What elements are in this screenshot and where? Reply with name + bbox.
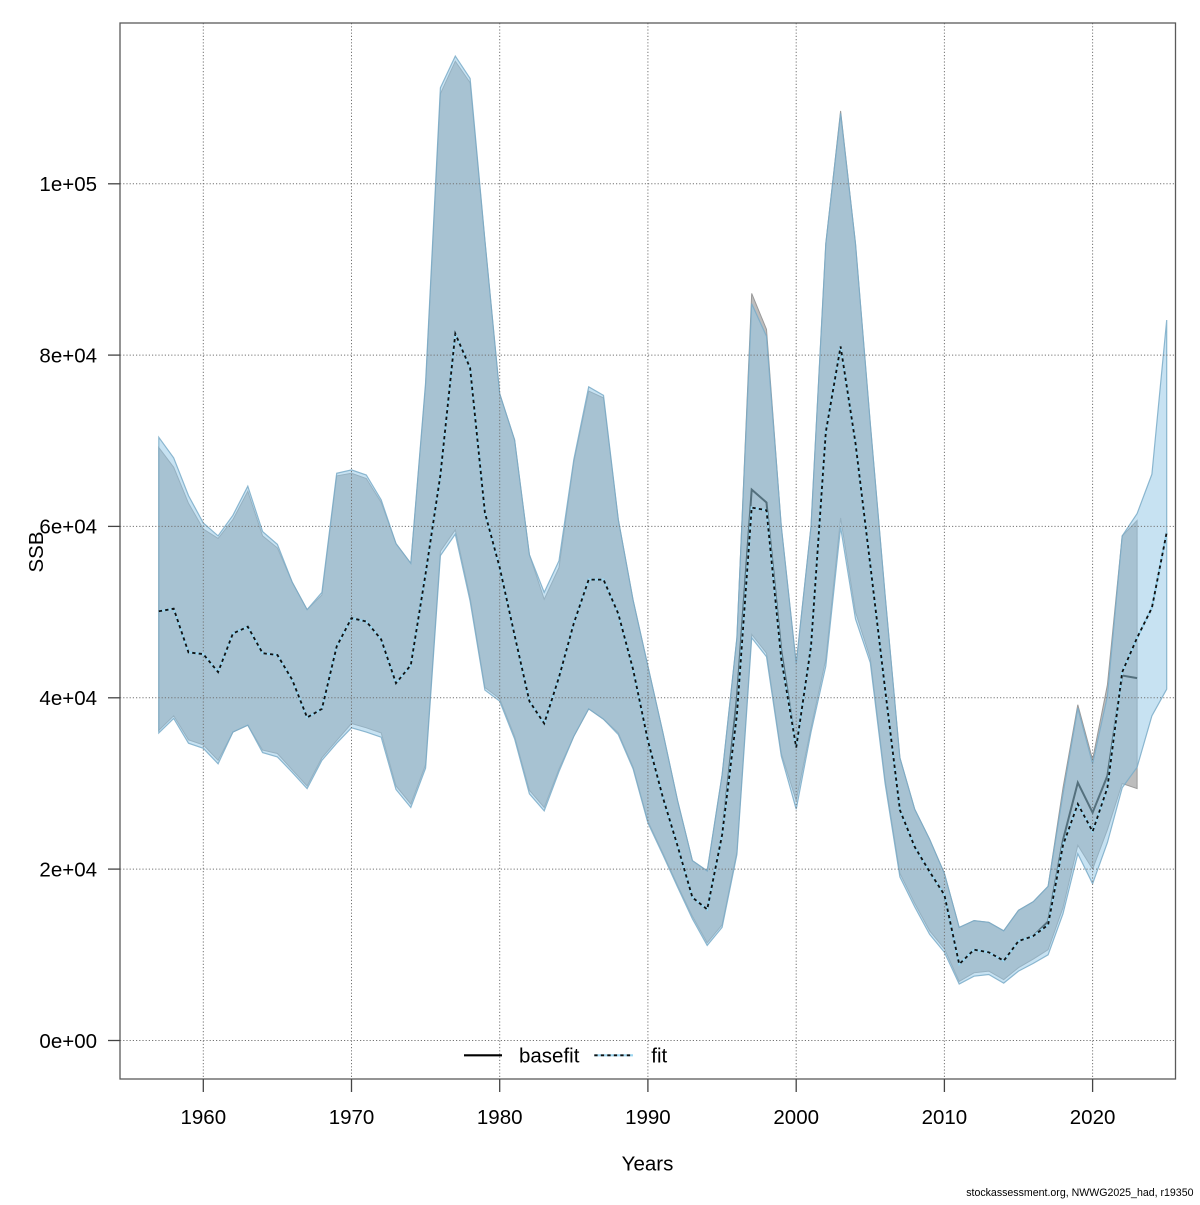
svg-text:2e+04: 2e+04 xyxy=(39,858,97,881)
svg-text:1990: 1990 xyxy=(625,1106,671,1129)
svg-text:1e+05: 1e+05 xyxy=(39,173,97,196)
svg-text:1980: 1980 xyxy=(477,1106,523,1129)
svg-text:1960: 1960 xyxy=(180,1106,226,1129)
svg-text:2020: 2020 xyxy=(1070,1106,1116,1129)
svg-text:stockassessment.org, NWWG2025_: stockassessment.org, NWWG2025_had, r1935… xyxy=(966,1187,1193,1199)
svg-text:4e+04: 4e+04 xyxy=(39,687,97,710)
svg-text:6e+04: 6e+04 xyxy=(39,516,97,539)
svg-text:SSB: SSB xyxy=(25,531,48,572)
svg-text:basefit: basefit xyxy=(519,1045,580,1068)
svg-text:0e+00: 0e+00 xyxy=(39,1030,97,1053)
svg-text:fit: fit xyxy=(651,1045,667,1068)
svg-text:1970: 1970 xyxy=(329,1106,375,1129)
svg-text:8e+04: 8e+04 xyxy=(39,344,97,367)
svg-text:2010: 2010 xyxy=(922,1106,968,1129)
svg-text:2000: 2000 xyxy=(773,1106,819,1129)
svg-text:Years: Years xyxy=(622,1153,674,1176)
